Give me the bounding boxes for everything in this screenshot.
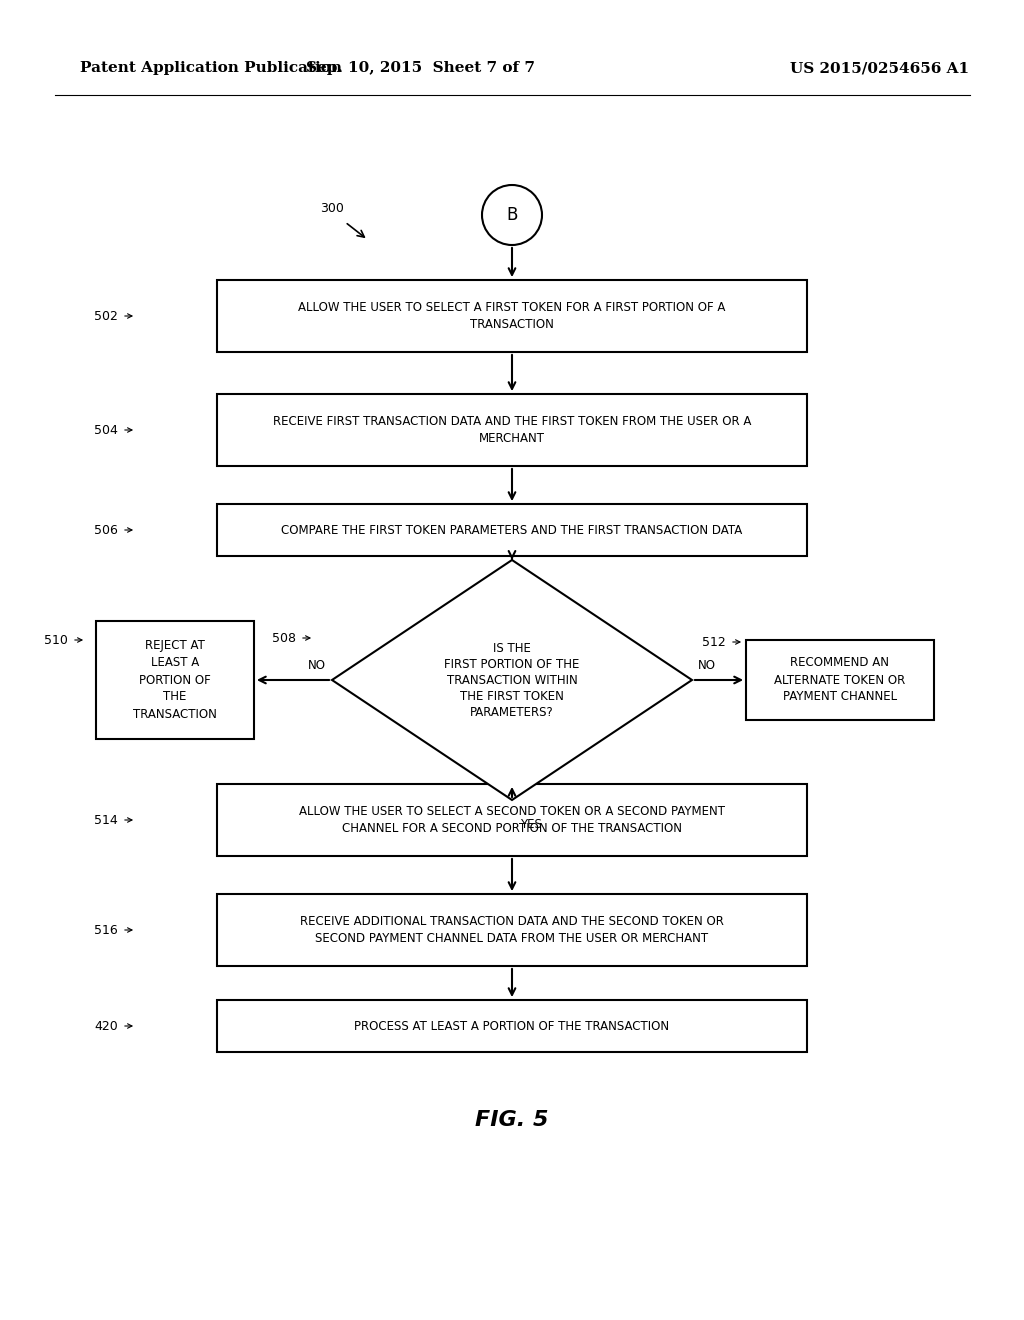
Text: ALLOW THE USER TO SELECT A FIRST TOKEN FOR A FIRST PORTION OF A
TRANSACTION: ALLOW THE USER TO SELECT A FIRST TOKEN F…: [298, 301, 726, 331]
Text: IS THE
FIRST PORTION OF THE
TRANSACTION WITHIN
THE FIRST TOKEN
PARAMETERS?: IS THE FIRST PORTION OF THE TRANSACTION …: [444, 642, 580, 718]
Text: FIG. 5: FIG. 5: [475, 1110, 549, 1130]
Text: RECOMMEND AN
ALTERNATE TOKEN OR
PAYMENT CHANNEL: RECOMMEND AN ALTERNATE TOKEN OR PAYMENT …: [774, 656, 905, 704]
Bar: [217, 280, 807, 352]
Text: 504: 504: [94, 424, 118, 437]
Text: NO: NO: [308, 659, 326, 672]
Text: NO: NO: [698, 659, 716, 672]
Text: 502: 502: [94, 309, 118, 322]
Text: US 2015/0254656 A1: US 2015/0254656 A1: [790, 61, 969, 75]
Text: 300: 300: [319, 202, 344, 214]
Text: ALLOW THE USER TO SELECT A SECOND TOKEN OR A SECOND PAYMENT
CHANNEL FOR A SECOND: ALLOW THE USER TO SELECT A SECOND TOKEN …: [299, 805, 725, 836]
Text: RECEIVE FIRST TRANSACTION DATA AND THE FIRST TOKEN FROM THE USER OR A
MERCHANT: RECEIVE FIRST TRANSACTION DATA AND THE F…: [272, 414, 752, 445]
Polygon shape: [332, 560, 692, 800]
Text: 506: 506: [94, 524, 118, 536]
Bar: [746, 640, 934, 719]
Text: REJECT AT
LEAST A
PORTION OF
THE
TRANSACTION: REJECT AT LEAST A PORTION OF THE TRANSAC…: [133, 639, 217, 721]
Text: Sep. 10, 2015  Sheet 7 of 7: Sep. 10, 2015 Sheet 7 of 7: [305, 61, 535, 75]
Bar: [96, 620, 254, 739]
Bar: [217, 504, 807, 556]
Text: YES: YES: [520, 818, 542, 832]
Text: 512: 512: [702, 635, 726, 648]
Circle shape: [482, 185, 542, 246]
Text: PROCESS AT LEAST A PORTION OF THE TRANSACTION: PROCESS AT LEAST A PORTION OF THE TRANSA…: [354, 1019, 670, 1032]
Bar: [217, 784, 807, 855]
Text: 508: 508: [272, 631, 296, 644]
Text: COMPARE THE FIRST TOKEN PARAMETERS AND THE FIRST TRANSACTION DATA: COMPARE THE FIRST TOKEN PARAMETERS AND T…: [282, 524, 742, 536]
Bar: [217, 894, 807, 966]
Text: 516: 516: [94, 924, 118, 936]
Text: 514: 514: [94, 813, 118, 826]
Text: Patent Application Publication: Patent Application Publication: [80, 61, 342, 75]
Text: 420: 420: [94, 1019, 118, 1032]
Text: RECEIVE ADDITIONAL TRANSACTION DATA AND THE SECOND TOKEN OR
SECOND PAYMENT CHANN: RECEIVE ADDITIONAL TRANSACTION DATA AND …: [300, 915, 724, 945]
Text: 510: 510: [44, 634, 68, 647]
Bar: [217, 393, 807, 466]
Text: B: B: [506, 206, 518, 224]
Bar: [217, 1001, 807, 1052]
